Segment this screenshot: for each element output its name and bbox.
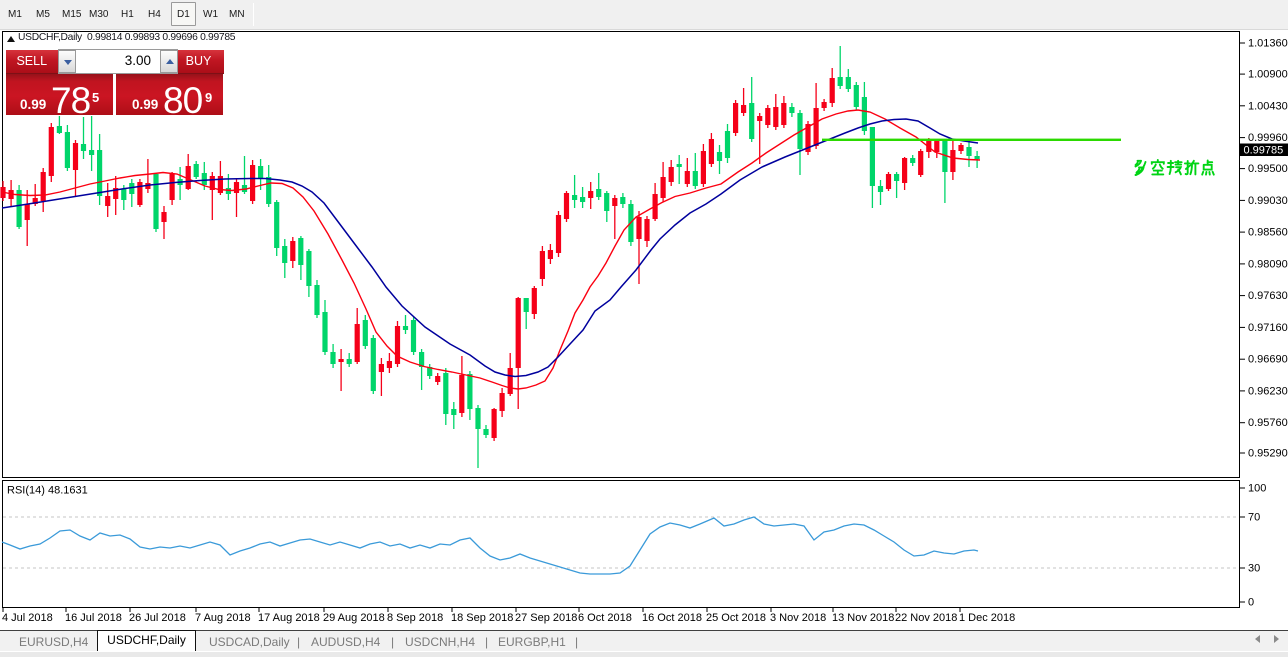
svg-text:0.99500: 0.99500 xyxy=(1248,163,1288,175)
svg-text:8 Sep 2018: 8 Sep 2018 xyxy=(387,612,443,624)
svg-text:70: 70 xyxy=(1248,512,1260,524)
svg-text:1.00430: 1.00430 xyxy=(1248,100,1288,112)
svg-text:0.98090: 0.98090 xyxy=(1248,258,1288,270)
svg-text:100: 100 xyxy=(1248,483,1266,495)
svg-text:1.01360: 1.01360 xyxy=(1248,38,1288,50)
svg-text:25 Oct 2018: 25 Oct 2018 xyxy=(706,612,766,624)
svg-text:27 Sep 2018: 27 Sep 2018 xyxy=(515,612,577,624)
svg-text:29 Aug 2018: 29 Aug 2018 xyxy=(323,612,385,624)
svg-text:18 Sep 2018: 18 Sep 2018 xyxy=(451,612,513,624)
svg-text:7 Aug 2018: 7 Aug 2018 xyxy=(195,612,251,624)
svg-text:17 Aug 2018: 17 Aug 2018 xyxy=(258,612,320,624)
svg-text:0.98560: 0.98560 xyxy=(1248,227,1288,239)
svg-text:1 Dec 2018: 1 Dec 2018 xyxy=(959,612,1015,624)
svg-text:13 Nov 2018: 13 Nov 2018 xyxy=(832,612,894,624)
svg-text:RSI(14) 48.1631: RSI(14) 48.1631 xyxy=(7,485,88,497)
svg-text:0.99785: 0.99785 xyxy=(1244,145,1284,157)
svg-text:16 Oct 2018: 16 Oct 2018 xyxy=(642,612,702,624)
svg-text:0.95290: 0.95290 xyxy=(1248,448,1288,460)
svg-text:16 Jul 2018: 16 Jul 2018 xyxy=(65,612,122,624)
svg-text:26 Jul 2018: 26 Jul 2018 xyxy=(129,612,186,624)
svg-text:0.96690: 0.96690 xyxy=(1248,354,1288,366)
svg-text:22 Nov 2018: 22 Nov 2018 xyxy=(895,612,957,624)
svg-text:0.97160: 0.97160 xyxy=(1248,322,1288,334)
svg-text:3 Nov 2018: 3 Nov 2018 xyxy=(770,612,826,624)
svg-text:0.99030: 0.99030 xyxy=(1248,195,1288,207)
svg-text:0.99960: 0.99960 xyxy=(1248,132,1288,144)
svg-text:1.00900: 1.00900 xyxy=(1248,69,1288,81)
svg-text:0.97630: 0.97630 xyxy=(1248,290,1288,302)
svg-text:30: 30 xyxy=(1248,563,1260,575)
svg-text:0.95760: 0.95760 xyxy=(1248,417,1288,429)
svg-text:0: 0 xyxy=(1248,597,1254,609)
svg-text:0.96230: 0.96230 xyxy=(1248,385,1288,397)
svg-text:4 Jul 2018: 4 Jul 2018 xyxy=(2,612,53,624)
svg-text:6 Oct 2018: 6 Oct 2018 xyxy=(578,612,632,624)
